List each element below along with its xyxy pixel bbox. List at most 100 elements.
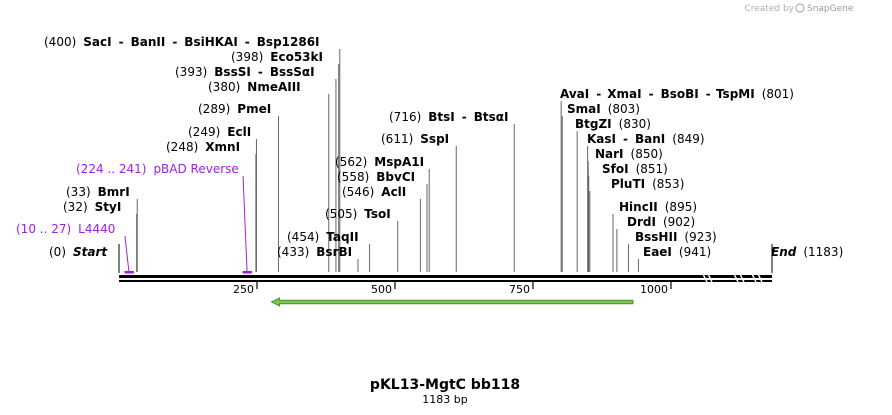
sfo-part-0: SfoI [602,162,629,176]
site-label-nme[interactable]: (380) NmeAIII [208,80,301,94]
tso-part-0: (505) [325,207,357,221]
site-label-ava[interactable]: AvaI - XmaI - BsoBI - TspMI (801) [560,87,794,101]
start-part-1: Start [73,245,108,259]
site-label-ecli[interactable]: (249) EclI [188,125,251,139]
mspa-part-1: MspA1I [374,155,424,169]
pme-part-1: PmeI [237,102,271,116]
ava-part-4: BsoBI [661,87,699,101]
sac-part-4: - [172,35,177,49]
site-label-bbv[interactable]: (558) BbvCI [337,170,415,184]
bmr-part-1: BmrI [98,185,130,199]
nar-part-1: (850) [631,147,663,161]
sac-part-3: BanII [131,35,166,49]
pme-part-0: (289) [198,102,230,116]
hinc-part-1: (895) [665,200,697,214]
bsrb-part-1: BsrBI [316,245,352,259]
nme-part-0: (380) [208,80,240,94]
sty-part-1: StyI [95,200,122,214]
bss-part-0: (393) [175,65,207,79]
ava-part-7: (801) [762,87,794,101]
eae-part-0: EaeI [643,245,672,259]
map-length: 1183 bp [422,393,467,406]
backbone-break-mark [739,273,745,283]
site-label-sfo[interactable]: SfoI (851) [602,162,668,176]
site-label-nar[interactable]: NarI (850) [595,147,663,161]
site-label-end[interactable]: End (1183) [771,245,843,259]
site-label-pme[interactable]: (289) PmeI [198,102,271,116]
btsi-part-1: BtsI [428,110,455,124]
pbad-part-1: pBAD Reverse [153,162,238,176]
orf-reverse-arrow[interactable] [270,297,634,307]
bssh-part-0: BssHII [635,230,677,244]
site-label-mspa[interactable]: (562) MspA1I [335,155,424,169]
ecli-part-0: (249) [188,125,220,139]
orf-arrow[interactable] [270,297,634,307]
feature-pbad-reverse[interactable] [242,271,253,274]
site-label-btsi[interactable]: (716) BtsI - BtsαI [389,110,509,124]
btg-part-0: BtgZI [575,117,612,131]
acl-part-0: (546) [342,185,374,199]
bbv-part-1: BbvCI [376,170,415,184]
ava-part-1: - [596,87,601,101]
site-label-eco[interactable]: (398) Eco53kI [231,50,323,64]
site-label-acl[interactable]: (546) AclI [342,185,406,199]
end-part-1: (1183) [803,245,843,259]
sac-part-1: SacI [83,35,111,49]
site-label-start[interactable]: (0) Start [49,245,108,259]
bss-part-3: BssSαI [270,65,315,79]
ava-part-5: - [706,87,711,101]
sma-part-1: (803) [608,102,640,116]
ruler-tick-label: 500 [371,283,392,296]
site-label-hinc[interactable]: HincII (895) [619,200,697,214]
feature-l4440[interactable] [124,271,134,274]
site-label-tso[interactable]: (505) TsoI [325,207,391,221]
site-label-sma[interactable]: SmaI (803) [567,102,640,116]
site-label-kas[interactable]: KasI - BanI (849) [587,132,705,146]
site-label-drd[interactable]: DrdI (902) [627,215,695,229]
kas-part-3: (849) [672,132,704,146]
l4440-part-1: L4440 [78,222,115,236]
site-label-bsrb[interactable]: (433) BsrBI [277,245,352,259]
site-label-eae[interactable]: EaeI (941) [643,245,711,259]
site-label-bss[interactable]: (393) BssSI - BssSαI [175,65,315,79]
backbone-break-mark [707,273,713,283]
site-labels: (400) SacI - BanII - BsiHKAI - Bsp1286I(398) Eco… [16,35,843,259]
plu-part-1: (853) [652,177,684,191]
sac-part-7: Bsp1286I [257,35,320,49]
site-label-pbad[interactable]: (224 .. 241) pBAD Reverse [76,162,239,176]
acl-part-1: AclI [381,185,406,199]
site-label-l4440[interactable]: (10 .. 27) L4440 [16,222,115,236]
backbone-break-mark [733,273,739,283]
taq-part-0: (454) [287,230,319,244]
site-label-taq[interactable]: (454) TaqII [287,230,359,244]
kas-part-2: BanI [635,132,665,146]
sac-part-5: BsiHKAI [184,35,238,49]
site-label-xmn[interactable]: (248) XmnI [166,140,240,154]
xmn-part-0: (248) [166,140,198,154]
backbone-break-mark [751,273,757,283]
l4440-part-0: (10 .. 27) [16,222,71,236]
backbone-break-mark [702,273,708,283]
map-title: pKL13-MgtC bb118 [370,377,520,393]
leader-line-pbad [242,175,248,273]
site-label-ssp[interactable]: (611) SspI [381,132,449,146]
backbone-bottom-strand [119,280,772,282]
backbone-break-mark [757,273,763,283]
site-label-sty[interactable]: (32) StyI [63,200,121,214]
site-leader-lines [118,49,773,273]
btg-part-1: (830) [619,117,651,131]
bsrb-part-0: (433) [277,245,309,259]
sty-part-0: (32) [63,200,88,214]
site-label-bmr[interactable]: (33) BmrI [66,185,130,199]
site-label-sac[interactable]: (400) SacI - BanII - BsiHKAI - Bsp1286I [44,35,320,49]
sfo-part-1: (851) [636,162,668,176]
kas-part-1: - [623,132,628,146]
site-label-bssh[interactable]: BssHII (923) [635,230,717,244]
site-label-plu[interactable]: PluTI (853) [611,177,684,191]
backbone [119,271,772,283]
site-label-btg[interactable]: BtgZI (830) [575,117,651,131]
ssp-part-0: (611) [381,132,413,146]
drd-part-1: (902) [663,215,695,229]
ava-part-3: - [649,87,654,101]
btsi-part-0: (716) [389,110,421,124]
